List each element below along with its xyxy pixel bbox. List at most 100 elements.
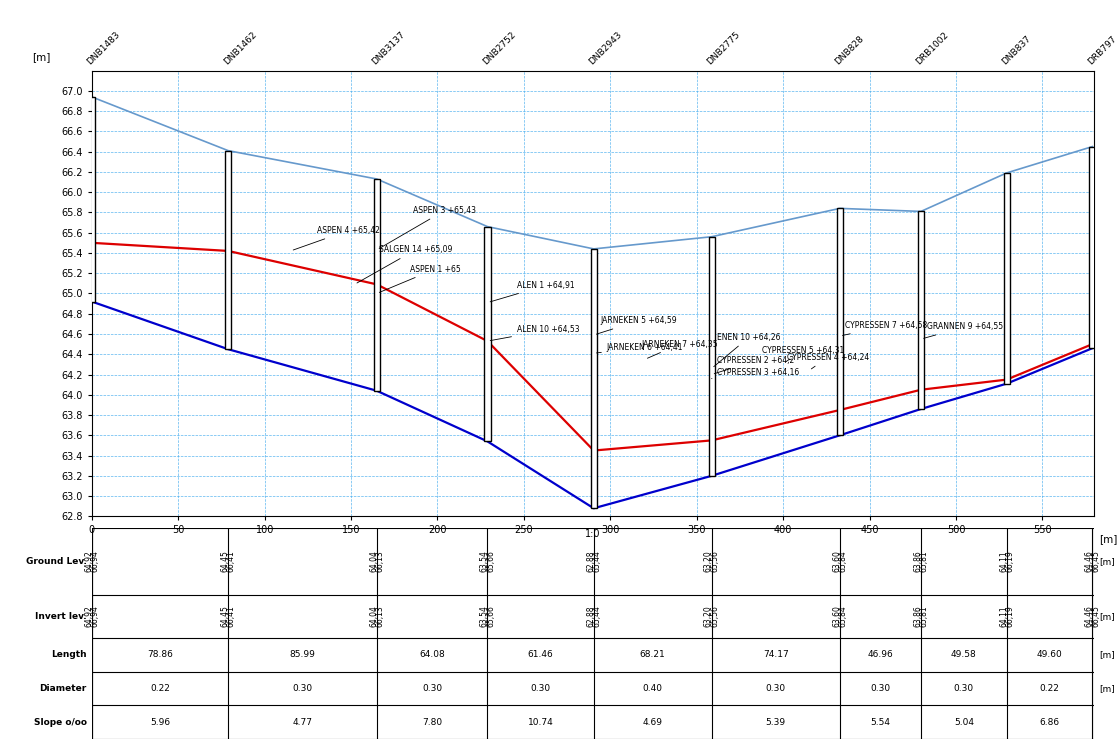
Text: 63,54: 63,54 [479,606,489,627]
Bar [485,227,491,441]
Bar [837,208,843,435]
Text: JARNEKEN 7 +64,35: JARNEKEN 7 +64,35 [642,340,718,358]
Text: 66,13: 66,13 [375,551,384,572]
Text: CYPRESSEN 2 +64,2: CYPRESSEN 2 +64,2 [715,356,795,374]
Text: [m]: [m] [1099,534,1118,544]
Bar [590,249,597,508]
Text: 0.22: 0.22 [1039,684,1060,693]
Text: [m]: [m] [1100,650,1116,659]
Text: JARNEKEN 5 +64,59: JARNEKEN 5 +64,59 [596,317,676,334]
Text: 65,66: 65,66 [486,606,495,627]
Text: 0.30: 0.30 [531,684,551,693]
Text: 66,45: 66,45 [1091,606,1100,627]
Text: 5.54: 5.54 [870,718,890,727]
Text: 5.04: 5.04 [954,718,973,727]
Text: 65,81: 65,81 [920,551,928,572]
Text: Diameter: Diameter [39,684,86,693]
Text: 0.22: 0.22 [150,684,170,693]
Text: 78.86: 78.86 [147,650,172,659]
Text: 0.30: 0.30 [954,684,974,693]
Text: DRB1002: DRB1002 [915,30,951,67]
Text: 66,13: 66,13 [375,606,384,627]
Text: DNB2943: DNB2943 [587,30,624,67]
Text: 64,92: 64,92 [84,551,93,572]
Text: [m]: [m] [1100,557,1116,566]
Text: 65,84: 65,84 [839,606,848,627]
Text: 63,86: 63,86 [913,606,923,627]
Text: 66,19: 66,19 [1006,606,1015,627]
Text: 63,20: 63,20 [704,606,713,627]
Text: ENEN 10 +64,26: ENEN 10 +64,26 [713,333,781,367]
Text: DNB1483: DNB1483 [85,30,122,67]
Text: 63,60: 63,60 [832,551,841,572]
Text: 49.60: 49.60 [1037,650,1063,659]
Text: DNB828: DNB828 [833,34,866,67]
Text: 66,94: 66,94 [91,606,100,627]
Text: 64,04: 64,04 [370,606,379,627]
Text: 66,45: 66,45 [1091,551,1100,572]
Text: 62,88: 62,88 [586,551,595,572]
Text: 4.69: 4.69 [643,718,663,727]
Text: 68.21: 68.21 [640,650,665,659]
Text: JARNEKEN 6 +64,41: JARNEKEN 6 +64,41 [597,343,683,353]
Bar [1090,146,1095,348]
Text: [m]: [m] [1100,684,1116,693]
Text: 0.40: 0.40 [643,684,663,693]
Text: ASPEN 3 +65,43: ASPEN 3 +65,43 [380,206,476,248]
Text: 64,46: 64,46 [1085,606,1094,627]
Bar [374,179,380,391]
Text: 63,54: 63,54 [479,551,489,572]
Text: 64,46: 64,46 [1085,551,1094,572]
Text: DNB3137: DNB3137 [371,30,407,67]
Text: 10.74: 10.74 [528,718,553,727]
Text: 65,81: 65,81 [920,606,928,627]
Text: 0.30: 0.30 [870,684,890,693]
Text: 85.99: 85.99 [289,650,316,659]
Text: 6.86: 6.86 [1039,718,1060,727]
Bar [1004,173,1010,383]
Text: 0.30: 0.30 [292,684,312,693]
Text: [m]: [m] [31,52,50,62]
Text: 62,88: 62,88 [586,606,595,627]
Text: 64,45: 64,45 [221,551,230,572]
Text: 0.30: 0.30 [422,684,442,693]
Text: 65,84: 65,84 [839,551,848,572]
Text: 65,56: 65,56 [710,551,719,572]
Text: CYPRESSEN 3 +64,16: CYPRESSEN 3 +64,16 [711,368,800,379]
Text: 66,19: 66,19 [1006,551,1015,572]
Text: 49.58: 49.58 [951,650,977,659]
Text: 74.17: 74.17 [763,650,788,659]
Text: 66,94: 66,94 [91,551,100,572]
Text: ASPEN 4 +65,42: ASPEN 4 +65,42 [293,226,380,250]
Text: [m]: [m] [1100,612,1116,621]
Text: CYPRESSEN 7 +64,58: CYPRESSEN 7 +64,58 [842,322,927,335]
Text: 65,66: 65,66 [486,551,495,572]
Text: 65,44: 65,44 [592,606,601,627]
Text: DRB797: DRB797 [1086,34,1118,67]
Text: 61.46: 61.46 [528,650,553,659]
Text: ALEN 1 +64,91: ALEN 1 +64,91 [491,281,575,302]
Text: 64,92: 64,92 [84,606,93,627]
Text: DNB1462: DNB1462 [222,30,259,67]
Bar [225,151,231,349]
Text: 7.80: 7.80 [422,718,442,727]
Text: 63,86: 63,86 [913,551,923,572]
Text: GRANNEN 9 +64,55: GRANNEN 9 +64,55 [924,322,1002,338]
Text: Ground Lev.: Ground Lev. [26,557,86,566]
Text: SALGEN 14 +65,09: SALGEN 14 +65,09 [357,245,452,283]
Text: 63,60: 63,60 [832,606,841,627]
Text: Invert lev.: Invert lev. [35,612,86,621]
Text: 64,11: 64,11 [999,606,1008,627]
Text: DNB837: DNB837 [1000,34,1033,67]
Bar [88,97,95,302]
Text: Slope o/oo: Slope o/oo [34,718,86,727]
Text: 5.39: 5.39 [766,718,786,727]
Text: 1:0: 1:0 [586,528,600,539]
Text: 64,04: 64,04 [370,551,379,572]
Text: 65,44: 65,44 [592,551,601,572]
Text: 66,41: 66,41 [226,606,235,627]
Text: 64,11: 64,11 [999,551,1008,572]
Text: ASPEN 1 +65: ASPEN 1 +65 [380,265,460,293]
Text: 4.77: 4.77 [292,718,312,727]
Text: 64,45: 64,45 [221,606,230,627]
